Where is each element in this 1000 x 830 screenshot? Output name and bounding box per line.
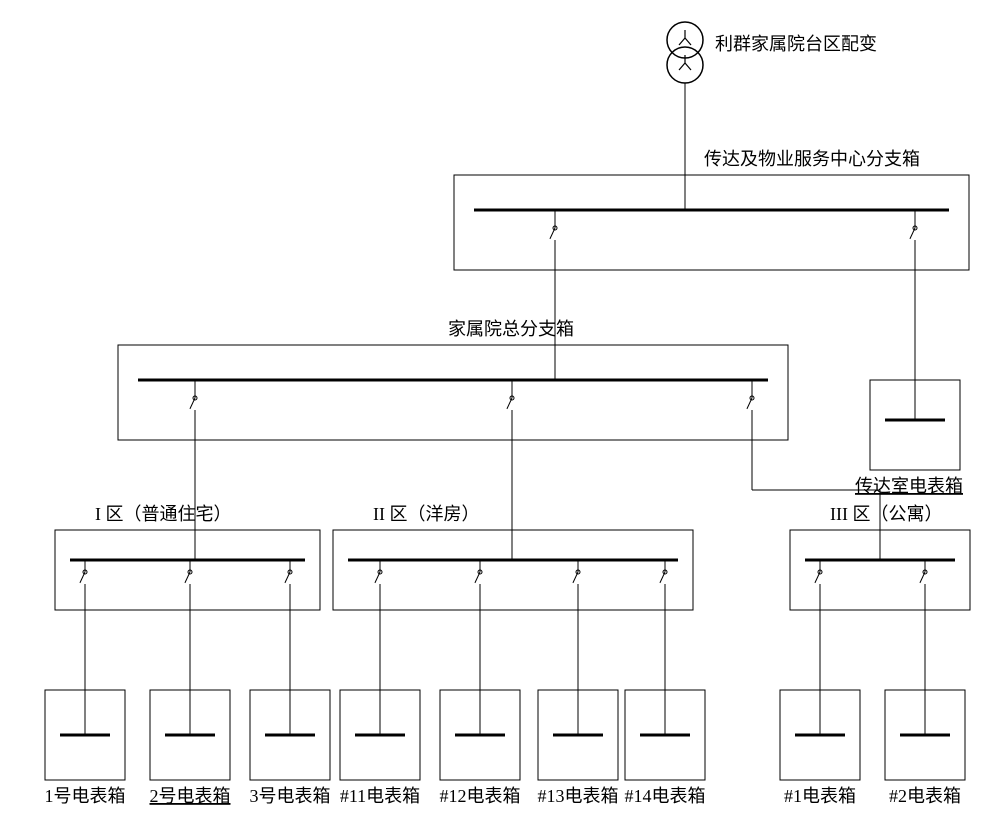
distribution-diagram: 利群家属院台区配变传达及物业服务中心分支箱家属院总分支箱传达室电表箱 I 区（普通… (0, 0, 1000, 830)
zone1-label: I 区（普通住宅） (95, 504, 232, 524)
meter-box-label: #12电表箱 (440, 786, 521, 806)
meter-box-label: #14电表箱 (625, 786, 706, 806)
svc-branch-label: 传达及物业服务中心分支箱 (704, 149, 920, 169)
meter-box-label: 2号电表箱 (150, 786, 231, 806)
concierge-box-label: 传达室电表箱 (855, 476, 963, 496)
meter-box-label: 1号电表箱 (45, 786, 126, 806)
meter-box-label: #13电表箱 (538, 786, 619, 806)
meter-box-label: #1电表箱 (784, 786, 856, 806)
zone3-label: III 区（公寓） (830, 504, 942, 524)
main-branch-label: 家属院总分支箱 (448, 319, 574, 339)
meter-box-label: 3号电表箱 (250, 786, 331, 806)
meter-box-label: #2电表箱 (889, 786, 961, 806)
zone2-label: II 区（洋房） (373, 504, 480, 524)
meter-box-label: #11电表箱 (340, 786, 420, 806)
transformer-label: 利群家属院台区配变 (715, 34, 877, 54)
